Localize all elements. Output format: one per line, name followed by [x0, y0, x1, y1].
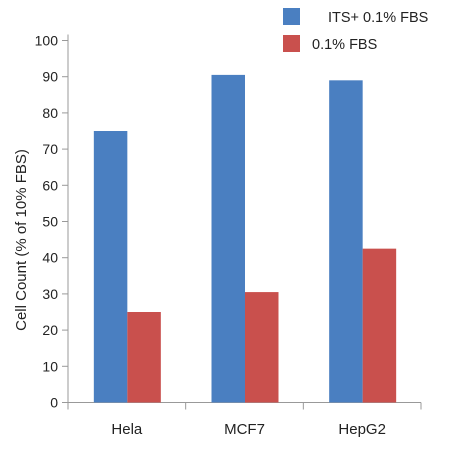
y-axis: 0 10 20 30 40 50 60 70 80 90 100: [35, 33, 69, 411]
y-tick-label: 100: [35, 33, 59, 49]
bar-hela-series-2: [127, 312, 161, 403]
y-tick-label: 40: [42, 250, 58, 266]
legend-label: ITS+ 0.1% FBS: [328, 10, 428, 26]
y-tick-label: 90: [42, 69, 58, 85]
x-tick-label: Hela: [111, 421, 143, 438]
legend-label: 0.1% FBS: [312, 37, 377, 53]
y-axis-label: Cell Count (% of 10% FBS): [13, 149, 30, 331]
y-tick-label: 20: [42, 322, 58, 338]
legend: ITS+ 0.1% FBS 0.1% FBS: [283, 8, 428, 53]
x-tick-label: HepG2: [338, 421, 386, 438]
y-tick-label: 80: [42, 105, 58, 121]
x-tick-label: MCF7: [224, 421, 265, 438]
bar-hepg2-series-1: [329, 80, 363, 403]
y-tick-label: 50: [42, 214, 58, 230]
bar-hela-series-1: [93, 131, 128, 403]
x-axis: Hela MCF7 HepG2: [67, 402, 422, 438]
y-tick-label: 10: [42, 358, 58, 374]
bar-mcf7-series-1: [211, 74, 245, 403]
y-tick-label: 60: [42, 177, 58, 193]
bar-mcf7-series-2: [245, 292, 279, 403]
legend-swatch: [283, 8, 300, 25]
y-tick-label: 70: [42, 141, 58, 157]
bars: [93, 74, 397, 403]
legend-swatch: [283, 35, 300, 52]
y-tick-label: 30: [42, 286, 58, 302]
bar-hepg2-series-2: [362, 248, 397, 403]
y-tick-label: 0: [50, 395, 58, 411]
